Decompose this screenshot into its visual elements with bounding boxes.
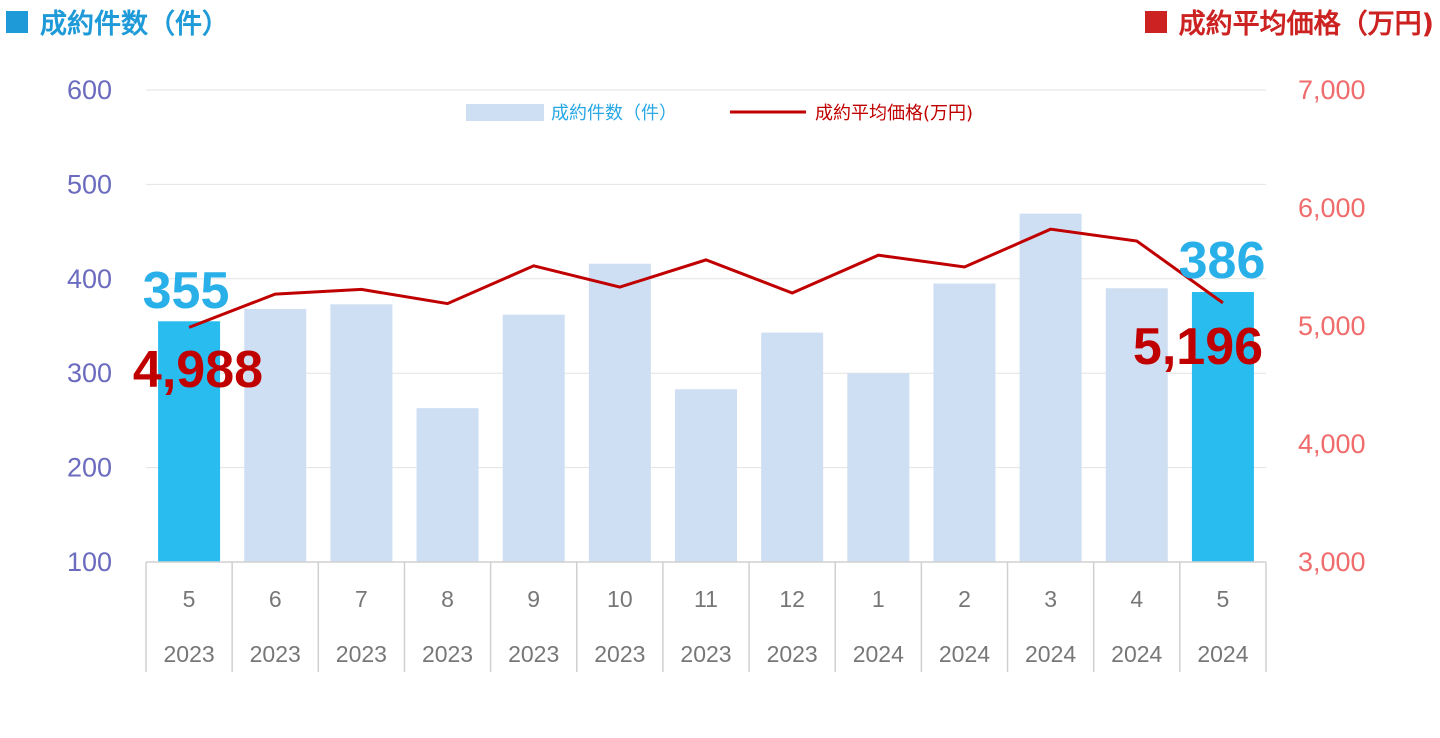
x-month-label: 11 bbox=[694, 586, 718, 612]
price-line bbox=[188, 227, 1224, 329]
first-count-label: 355 bbox=[143, 262, 230, 320]
x-month-label: 3 bbox=[1044, 586, 1057, 612]
x-year-label: 2023 bbox=[250, 641, 301, 667]
x-month-label: 1 bbox=[872, 586, 885, 612]
bar-series bbox=[158, 213, 1254, 562]
left-y-tick-label: 200 bbox=[67, 453, 112, 483]
x-year-label: 2024 bbox=[853, 641, 904, 667]
legend-bar-label: 成約件数（件） bbox=[551, 103, 677, 124]
left-y-tick-label: 500 bbox=[67, 169, 112, 199]
bar-7 bbox=[675, 389, 737, 562]
x-month-label: 5 bbox=[183, 586, 196, 612]
x-month-label: 4 bbox=[1130, 586, 1143, 612]
right-title-square-icon bbox=[1144, 10, 1167, 33]
bar-3 bbox=[330, 304, 393, 562]
bar-1 bbox=[158, 321, 221, 562]
x-year-label: 2023 bbox=[680, 641, 731, 667]
left-y-tick-label: 100 bbox=[67, 547, 112, 577]
right-y-tick-label: 4,000 bbox=[1298, 429, 1366, 459]
left-y-tick-label: 300 bbox=[67, 358, 112, 388]
left-title-square-icon bbox=[6, 10, 28, 33]
x-year-label: 2023 bbox=[508, 641, 559, 667]
left-y-tick-label: 400 bbox=[67, 264, 112, 294]
bar-11 bbox=[1019, 213, 1082, 562]
x-year-label: 2023 bbox=[767, 641, 818, 667]
last-price-label: 5,196 bbox=[1133, 318, 1263, 376]
x-month-label: 6 bbox=[269, 586, 282, 612]
left-y-axis: 100 200 300 400 500 600 bbox=[67, 75, 112, 577]
legend-bar-swatch bbox=[466, 104, 544, 121]
x-month-label: 8 bbox=[441, 586, 454, 612]
x-year-label: 2024 bbox=[1111, 641, 1162, 667]
x-month-label: 7 bbox=[355, 586, 368, 612]
x-month-label: 12 bbox=[779, 586, 805, 612]
right-axis-title: 成約平均価格（万円) bbox=[1144, 2, 1434, 41]
right-y-axis: 3,000 4,000 5,000 6,000 7,000 bbox=[1298, 75, 1366, 577]
first-price-label: 4,988 bbox=[133, 341, 263, 399]
last-count-label: 386 bbox=[1179, 232, 1266, 290]
right-y-tick-label: 5,000 bbox=[1298, 311, 1366, 341]
x-year-label: 2023 bbox=[336, 641, 387, 667]
bar-4 bbox=[416, 408, 479, 562]
x-year-label: 2023 bbox=[594, 641, 645, 667]
x-year-label: 2024 bbox=[939, 641, 990, 667]
x-year-label: 2024 bbox=[1025, 641, 1076, 667]
left-axis-title: 成約件数（件） bbox=[6, 2, 229, 41]
x-year-label: 2023 bbox=[422, 641, 473, 667]
bar-5 bbox=[502, 314, 565, 562]
legend: 成約件数（件） 成約平均価格(万円) bbox=[466, 103, 973, 124]
x-year-label: 2023 bbox=[163, 641, 214, 667]
legend-line-label: 成約平均価格(万円) bbox=[815, 103, 973, 124]
bar-6 bbox=[588, 263, 651, 562]
x-axis: 5202362023720238202392023102023112023122… bbox=[145, 561, 1267, 672]
x-year-label: 2024 bbox=[1197, 641, 1248, 667]
annotations: 355 4,988 386 5,196 bbox=[133, 232, 1265, 399]
right-axis-title-text: 成約平均価格（万円) bbox=[1178, 9, 1434, 40]
bar-8 bbox=[761, 332, 824, 562]
right-y-tick-label: 6,000 bbox=[1298, 193, 1366, 223]
left-axis-title-text: 成約件数（件） bbox=[40, 9, 229, 40]
x-month-label: 9 bbox=[527, 586, 540, 612]
x-month-label: 5 bbox=[1217, 586, 1230, 612]
bar-9 bbox=[847, 373, 910, 562]
right-y-tick-label: 7,000 bbox=[1298, 75, 1366, 105]
bar-13 bbox=[1191, 292, 1254, 562]
bar-2 bbox=[244, 309, 307, 562]
bar-10 bbox=[933, 283, 996, 562]
bar-12 bbox=[1105, 288, 1168, 562]
x-month-label: 10 bbox=[607, 586, 633, 612]
right-y-tick-label: 3,000 bbox=[1298, 547, 1366, 577]
left-y-tick-label: 600 bbox=[67, 75, 112, 105]
x-month-label: 2 bbox=[958, 586, 971, 612]
